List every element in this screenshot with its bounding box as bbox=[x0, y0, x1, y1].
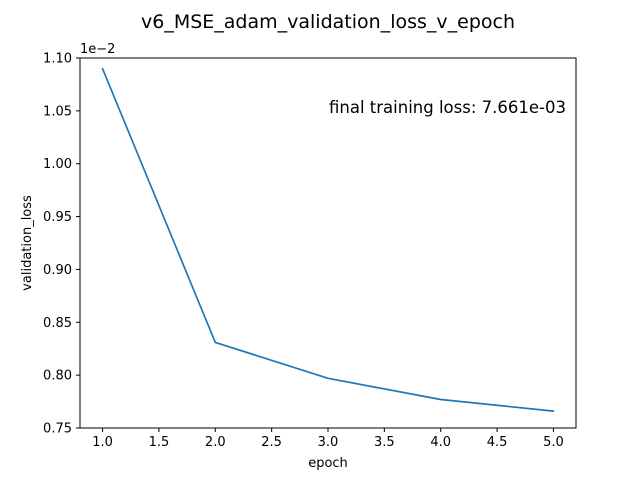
x-tick-label: 1.5 bbox=[149, 435, 170, 450]
x-axis-label: epoch bbox=[308, 456, 348, 471]
x-tick-label: 1.0 bbox=[92, 435, 113, 450]
y-tick-label: 1.10 bbox=[43, 52, 72, 67]
x-axis: 1.0 1.5 2.0 2.5 3.0 3.5 4.0 4.5 5.0 bbox=[92, 428, 564, 450]
final-loss-annotation: final training loss: 7.661e-03 bbox=[329, 98, 566, 117]
series-layer bbox=[101, 67, 555, 412]
x-tick-label: 5.0 bbox=[543, 435, 564, 450]
x-tick-label: 2.5 bbox=[261, 435, 282, 450]
y-tick-label: 0.75 bbox=[43, 422, 72, 437]
y-axis: 0.75 0.80 0.85 0.90 0.95 1.00 1.05 1.10 bbox=[43, 52, 80, 437]
y-axis-label: validation_loss bbox=[20, 195, 35, 291]
chart-title: v6_MSE_adam_validation_loss_v_epoch bbox=[141, 11, 515, 33]
x-tick-label: 3.0 bbox=[318, 435, 339, 450]
y-tick-label: 1.05 bbox=[43, 104, 72, 119]
validation-loss-line bbox=[101, 67, 555, 412]
y-offset-label: 1e−2 bbox=[80, 42, 115, 57]
y-tick-label: 0.85 bbox=[43, 316, 72, 331]
x-tick-label: 3.5 bbox=[374, 435, 395, 450]
x-tick-label: 2.0 bbox=[205, 435, 226, 450]
x-tick-label: 4.0 bbox=[430, 435, 451, 450]
y-tick-label: 0.80 bbox=[43, 369, 72, 384]
y-tick-label: 0.90 bbox=[43, 263, 72, 278]
y-tick-label: 0.95 bbox=[43, 210, 72, 225]
x-tick-label: 4.5 bbox=[487, 435, 508, 450]
y-tick-label: 1.00 bbox=[43, 157, 72, 172]
